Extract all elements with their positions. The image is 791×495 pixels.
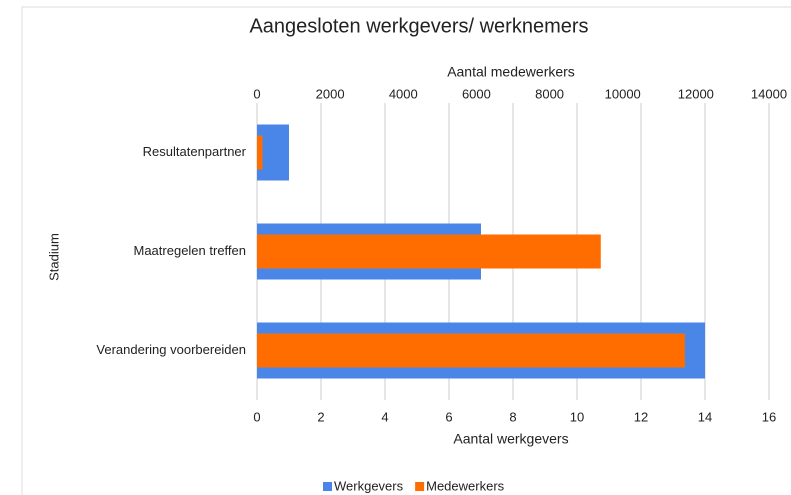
x2-tick-label: 6000 (462, 86, 491, 101)
x-tick-label: 10 (570, 409, 584, 424)
chart-title: Aangesloten werkgevers/ werknemers (249, 15, 588, 37)
legend-swatch (415, 482, 425, 491)
bar (257, 333, 685, 368)
x2-axis-title: Aantal medewerkers (447, 64, 575, 80)
chart-frame (21, 6, 791, 495)
y-tick-label: Verandering voorbereiden (96, 342, 246, 357)
y-tick-label: Maatregelen treffen (134, 243, 247, 258)
legend-swatch (323, 482, 332, 491)
legend-label: Medewerkers (426, 478, 505, 493)
x2-tick-label: 14000 (751, 86, 787, 101)
y-tick-label: Resultatenpartner (143, 144, 247, 159)
x-tick-label: 0 (253, 409, 260, 424)
x-axis-title: Aantal werkgevers (453, 431, 568, 447)
x2-tick-label: 4000 (389, 86, 418, 101)
x-tick-label: 2 (317, 409, 324, 424)
legend-label: Werkgevers (334, 478, 404, 493)
x-tick-label: 16 (762, 409, 776, 424)
x-tick-label: 14 (698, 409, 712, 424)
x-tick-label: 4 (381, 409, 388, 424)
x2-tick-label: 8000 (535, 86, 564, 101)
x-tick-label: 6 (445, 409, 452, 424)
x-tick-label: 8 (509, 409, 516, 424)
x-tick-label: 12 (634, 409, 648, 424)
bar (257, 135, 263, 170)
x2-tick-label: 12000 (678, 86, 714, 101)
x2-tick-label: 2000 (316, 86, 345, 101)
x2-tick-label: 10000 (605, 86, 641, 101)
x2-tick-label: 0 (253, 86, 260, 101)
y-axis-title: Stadium (46, 233, 61, 281)
bar (257, 234, 601, 269)
